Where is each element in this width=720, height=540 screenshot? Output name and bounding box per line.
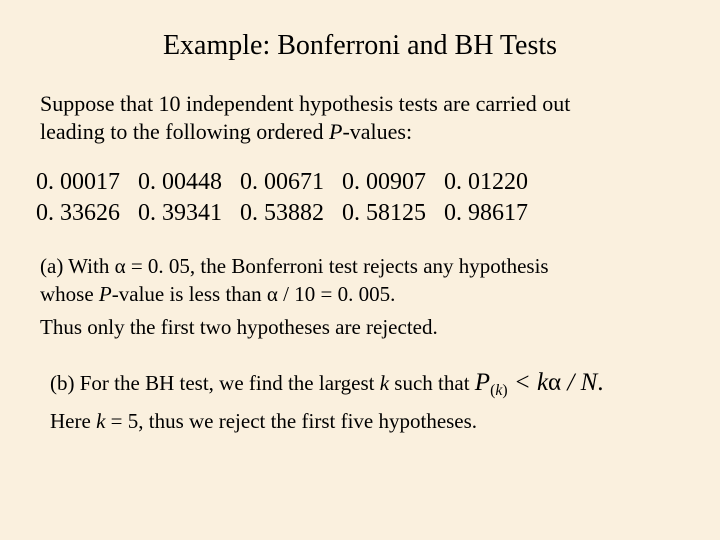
b-lt: < — [508, 369, 537, 396]
slide-container: Example: Bonferroni and BH Tests Suppose… — [0, 0, 720, 540]
part-a-line2: Thus only the first two hypotheses are r… — [40, 314, 680, 341]
pval: 0. 00448 — [138, 167, 222, 198]
pval: 0. 98617 — [444, 198, 528, 229]
b-text2: such that — [389, 371, 475, 395]
alpha-symbol: α — [115, 254, 126, 278]
intro-P: P — [329, 119, 342, 144]
b2-k: k — [96, 409, 105, 433]
a-text2: = 0. 05, the Bonferroni test rejects any… — [126, 254, 549, 278]
b-slash: / — [561, 369, 580, 396]
pval: 0. 00907 — [342, 167, 426, 198]
intro-line2a: leading to the following ordered — [40, 119, 329, 144]
b-k2: k — [537, 369, 548, 396]
b-k: k — [380, 371, 389, 395]
pval: 0. 00671 — [240, 167, 324, 198]
pval: 0. 01220 — [444, 167, 528, 198]
part-b-line1: (b) For the BH test, we find the largest… — [50, 367, 680, 402]
part-b-line2: Here k = 5, thus we reject the first fiv… — [50, 408, 680, 435]
b2-text1: Here — [50, 409, 96, 433]
pval: 0. 39341 — [138, 198, 222, 229]
a-text3: whose — [40, 282, 99, 306]
b-period: . — [597, 369, 603, 396]
intro-text: Suppose that 10 independent hypothesis t… — [40, 90, 680, 145]
pval: 0. 00017 — [36, 167, 120, 198]
part-a-line1: (a) With α = 0. 05, the Bonferroni test … — [40, 253, 680, 308]
pvalues-row2: 0. 33626 0. 39341 0. 53882 0. 58125 0. 9… — [36, 198, 680, 229]
b-N: N — [581, 369, 598, 396]
pval: 0. 58125 — [342, 198, 426, 229]
intro-line1: Suppose that 10 independent hypothesis t… — [40, 91, 570, 116]
a-P: P — [99, 282, 112, 306]
pval: 0. 33626 — [36, 198, 120, 229]
b-text1: (b) For the BH test, we find the largest — [50, 371, 380, 395]
alpha-symbol: α — [267, 282, 278, 306]
pval: 0. 53882 — [240, 198, 324, 229]
b-alpha: α — [548, 369, 561, 396]
pvalues-row1: 0. 00017 0. 00448 0. 00671 0. 00907 0. 0… — [36, 167, 680, 198]
a-text4: -value is less than — [112, 282, 267, 306]
a-text1: (a) With — [40, 254, 115, 278]
a-text5: / 10 = 0. 005. — [278, 282, 395, 306]
pvalues-block: 0. 00017 0. 00448 0. 00671 0. 00907 0. 0… — [36, 167, 680, 229]
intro-line2c: -values: — [342, 119, 412, 144]
b-P: P — [475, 369, 490, 396]
b2-text2: = 5, thus we reject the first five hypot… — [105, 409, 477, 433]
slide-title: Example: Bonferroni and BH Tests — [40, 30, 680, 62]
